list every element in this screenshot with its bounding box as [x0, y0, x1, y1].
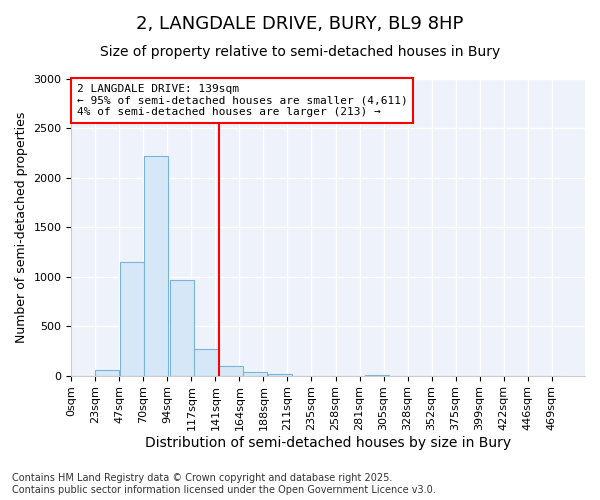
Bar [95, 370, 119, 376]
Bar [145, 156, 169, 376]
Text: Size of property relative to semi-detached houses in Bury: Size of property relative to semi-detach… [100, 45, 500, 59]
Y-axis label: Number of semi-detached properties: Number of semi-detached properties [15, 112, 28, 343]
Text: 2 LANGDALE DRIVE: 139sqm
← 95% of semi-detached houses are smaller (4,611)
4% of: 2 LANGDALE DRIVE: 139sqm ← 95% of semi-d… [77, 84, 407, 117]
Bar [218, 366, 242, 376]
Bar [268, 374, 292, 376]
Bar [121, 262, 145, 376]
X-axis label: Distribution of semi-detached houses by size in Bury: Distribution of semi-detached houses by … [145, 436, 511, 450]
Text: 2, LANGDALE DRIVE, BURY, BL9 8HP: 2, LANGDALE DRIVE, BURY, BL9 8HP [136, 15, 464, 33]
Bar [194, 349, 218, 376]
Bar [242, 372, 266, 376]
Text: Contains HM Land Registry data © Crown copyright and database right 2025.
Contai: Contains HM Land Registry data © Crown c… [12, 474, 436, 495]
Bar [170, 280, 194, 376]
